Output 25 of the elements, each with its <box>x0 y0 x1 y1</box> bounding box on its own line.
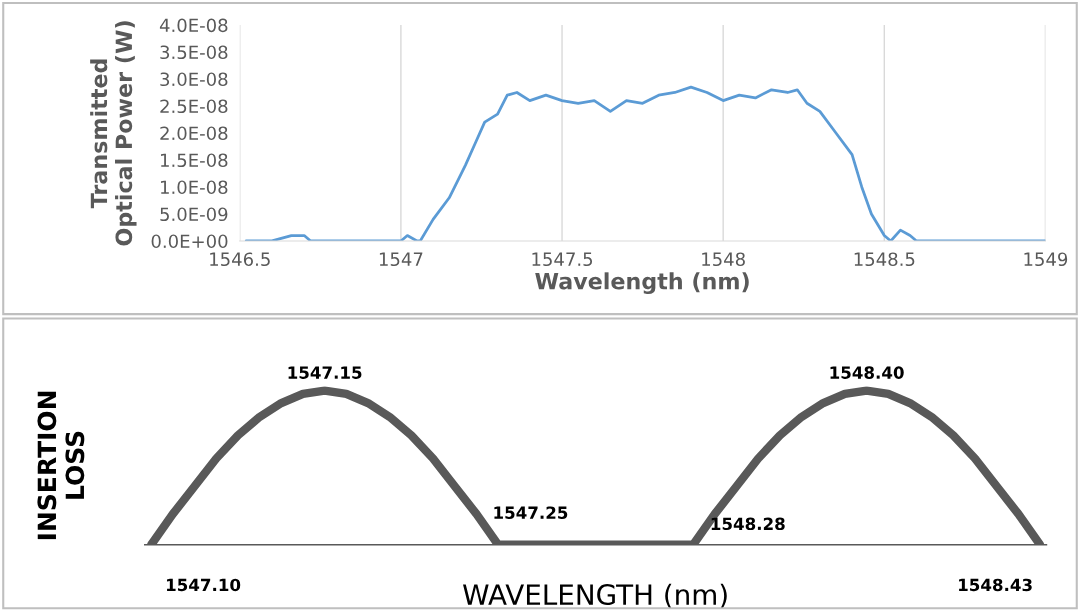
text: 1548.40 <box>830 366 904 379</box>
x-tick-label: 1547.5 <box>532 252 593 267</box>
x-axis-title: Wavelength (nm) <box>535 272 749 294</box>
y-tick-label: 3.5E-08 <box>160 45 228 60</box>
y-tick-label: 0.0E+00 <box>151 234 228 249</box>
y-tick-label: 2.5E-08 <box>160 99 228 114</box>
x-tick-label: 1547 <box>379 252 423 267</box>
y-tick-label: 3.0E-08 <box>160 72 228 87</box>
x-tick-label: 1546.5 <box>210 252 270 267</box>
y-tick-label: 1.0E-08 <box>161 180 228 195</box>
y-axis-title: INSERTION LOSS <box>37 391 85 540</box>
x-axis-title: WAVELENGTH (nm) <box>463 583 727 609</box>
x-tick-label: 1549 <box>1024 252 1068 267</box>
text: 1547.10 <box>166 578 241 592</box>
y-tick-label: 4.0E-08 <box>159 18 228 33</box>
y-axis-title: Transmitted Optical Power (W) <box>90 21 137 246</box>
annotation: 1547.25 <box>494 506 568 520</box>
y-tick-label: 1.5E-08 <box>161 153 228 168</box>
x-tick-label: 1548.5 <box>854 252 915 267</box>
y-tick-label: 5.0E-09 <box>160 207 228 222</box>
text: 1548.43 <box>959 578 1032 592</box>
text: 1547.15 <box>288 366 362 379</box>
x-tick-label: 1548 <box>702 252 745 267</box>
y-tick-label: 2.0E-08 <box>160 126 228 141</box>
annotation: 1548.28 <box>711 517 785 531</box>
